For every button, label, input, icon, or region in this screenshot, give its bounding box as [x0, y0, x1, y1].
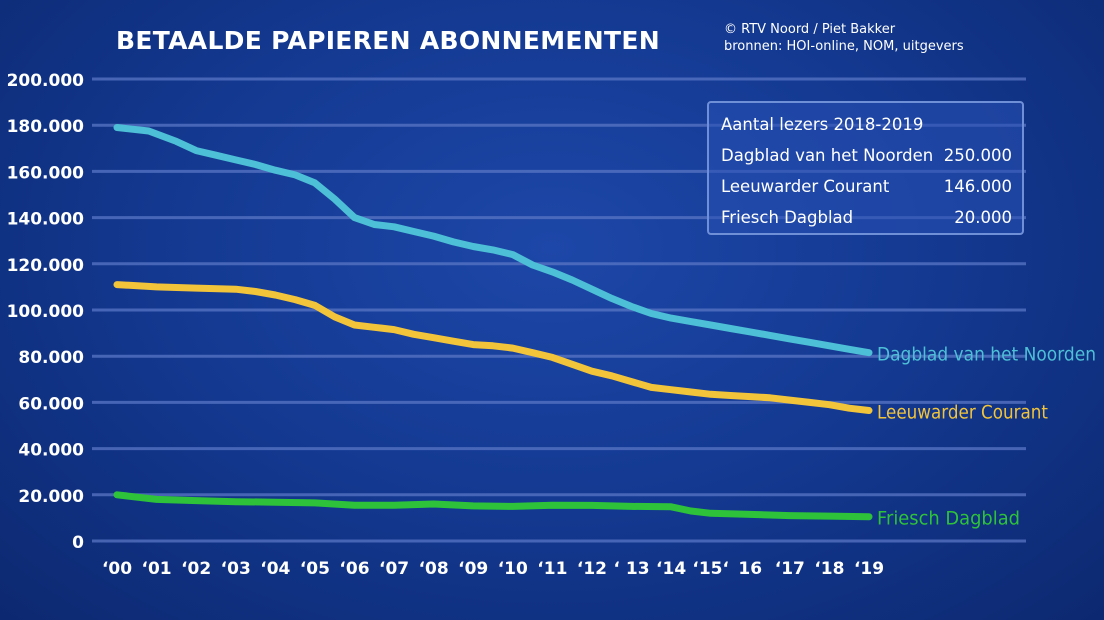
info-row-value: 250.000 — [943, 146, 1012, 165]
x-tick-label: ‘18 — [814, 559, 844, 579]
credit-line: © RTV Noord / Piet Bakker — [724, 22, 896, 37]
x-tick-label: ‘ 13 — [614, 559, 650, 579]
x-tick-label: ‘08 — [419, 559, 449, 579]
source-line: bronnen: HOI-online, NOM, uitgevers — [724, 39, 964, 54]
x-tick-label: ‘17 — [775, 559, 805, 579]
y-tick-label: 40.000 — [18, 441, 84, 461]
y-tick-label: 80.000 — [18, 348, 84, 368]
series-label-lc: Leeuwarder Courant — [877, 401, 1048, 423]
y-tick-label: 120.000 — [7, 256, 85, 276]
x-tick-label: ‘04 — [260, 559, 290, 579]
x-tick-label: ‘05 — [300, 559, 330, 579]
y-axis-labels: 0 20.000 40.000 60.000 80.000 100.000 120.000 1… — [7, 71, 85, 553]
y-tick-label: 100.000 — [7, 302, 85, 322]
series-labels: Dagblad van het Noorden Leeuwarder Couran… — [877, 344, 1096, 530]
x-tick-label: 16 — [738, 559, 762, 579]
y-tick-label: 140.000 — [7, 210, 85, 230]
info-row-name: Dagblad van het Noorden — [721, 146, 934, 165]
x-tick-label: ‘10 — [498, 559, 528, 579]
info-row-dvhn: Dagblad van het Noorden 250.000 — [721, 140, 1012, 171]
y-tick-label: 180.000 — [7, 117, 85, 137]
x-tick-label: ‘03 — [221, 559, 251, 579]
y-tick-label: 0 — [72, 533, 84, 553]
x-tick-label: ‘07 — [379, 559, 409, 579]
x-tick-label: ‘19 — [854, 559, 884, 579]
series-line-dvhn — [113, 124, 873, 357]
x-tick-label: ‘11 — [537, 559, 567, 579]
info-row-name: Friesch Dagblad — [721, 208, 854, 227]
chart-title: BETAALDE PAPIEREN ABONNEMENTEN — [116, 26, 660, 55]
info-heading: Aantal lezers 2018-2019 — [721, 115, 924, 134]
x-tick-label: ‘09 — [458, 559, 488, 579]
x-tick-label: ‘14 — [656, 559, 686, 579]
info-row-name: Leeuwarder Courant — [721, 177, 890, 196]
x-tick-label: ‘02 — [181, 559, 211, 579]
y-tick-label: 200.000 — [7, 71, 85, 91]
info-row-value: 146.000 — [943, 177, 1012, 196]
y-tick-label: 160.000 — [7, 163, 85, 183]
series-line-fd — [113, 491, 873, 521]
info-row-lc: Leeuwarder Courant 146.000 — [721, 171, 1012, 202]
x-tick-label: ‘12 — [577, 559, 607, 579]
info-row-value: 20.000 — [954, 208, 1012, 227]
x-tick-label: ‘00 — [102, 559, 132, 579]
x-axis-labels: ‘00 ‘01 ‘02 ‘03 ‘04 ‘05 ‘06 ‘07 ‘08 ‘09 ‘10 ‘11 ‘12 ‘… — [102, 559, 884, 579]
x-tick-label: ‘06 — [339, 559, 369, 579]
info-row-fd: Friesch Dagblad 20.000 — [721, 202, 1012, 233]
info-heading-row: Aantal lezers 2018-2019 — [721, 109, 1012, 140]
series-line-lc — [113, 281, 873, 414]
series-lines — [113, 124, 873, 521]
credits: © RTV Noord / Piet Bakker bronnen: HOI-o… — [724, 21, 964, 55]
x-tick-label: ‘01 — [142, 559, 172, 579]
series-label-dvhn: Dagblad van het Noorden — [877, 344, 1096, 366]
y-tick-label: 60.000 — [18, 394, 84, 414]
series-label-fd: Friesch Dagblad — [877, 508, 1020, 530]
x-tick-label: ‘15‘ — [692, 559, 729, 579]
y-tick-label: 20.000 — [18, 487, 84, 507]
readers-info-box: Aantal lezers 2018-2019 Dagblad van het … — [707, 101, 1024, 235]
